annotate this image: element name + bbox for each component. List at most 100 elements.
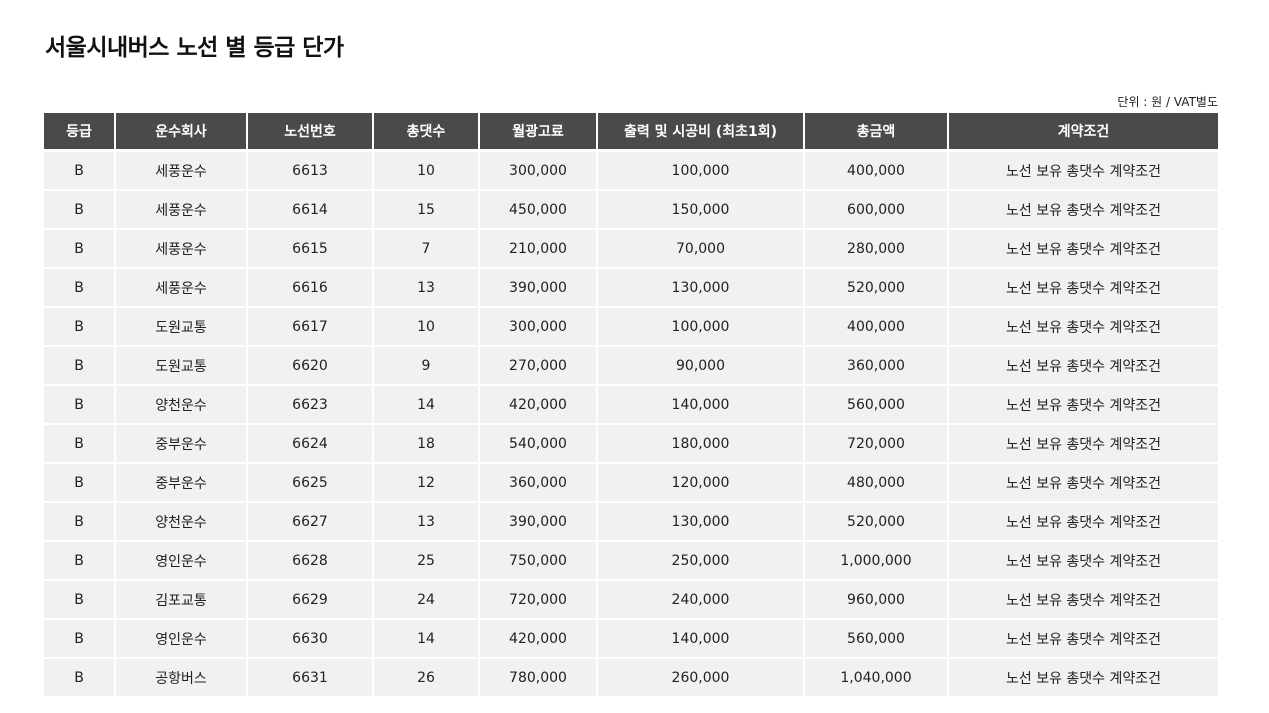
col-route-number-cell: 6630 — [248, 620, 374, 659]
col-grade-cell: B — [44, 308, 116, 347]
table-row: B 중부운수 6624 18 540,000 180,000 720,000 노선 보유 총댓… — [44, 425, 1218, 464]
col-route-number-cell: 6624 — [248, 425, 374, 464]
col-grade-cell: B — [44, 386, 116, 425]
col-route-number-cell: 6625 — [248, 464, 374, 503]
col-monthly-fee-cell: 300,000 — [480, 152, 598, 191]
col-contract-terms-cell: 노선 보유 총댓수 계약조건 — [949, 659, 1218, 698]
col-bus-count-cell: 9 — [374, 347, 480, 386]
col-bus-count-cell: 14 — [374, 620, 480, 659]
col-monthly-fee-cell: 390,000 — [480, 503, 598, 542]
col-contract-terms-cell: 노선 보유 총댓수 계약조건 — [949, 581, 1218, 620]
col-grade-cell: B — [44, 191, 116, 230]
col-bus-count-header: 총댓수 — [374, 113, 480, 152]
col-contract-terms-cell: 노선 보유 총댓수 계약조건 — [949, 191, 1218, 230]
col-bus-count-cell: 13 — [374, 503, 480, 542]
col-grade-cell: B — [44, 464, 116, 503]
col-company-cell: 중부운수 — [116, 425, 248, 464]
col-route-number-cell: 6616 — [248, 269, 374, 308]
col-grade-cell: B — [44, 581, 116, 620]
col-print-install-fee-header: 출력 및 시공비 (최초1회) — [598, 113, 805, 152]
col-print-install-fee-cell: 100,000 — [598, 308, 805, 347]
col-total-amount-cell: 280,000 — [805, 230, 949, 269]
col-contract-terms-cell: 노선 보유 총댓수 계약조건 — [949, 230, 1218, 269]
col-grade-header: 등급 — [44, 113, 116, 152]
page-title: 서울시내버스 노선 별 등급 단가 — [45, 35, 344, 61]
col-contract-terms-cell: 노선 보유 총댓수 계약조건 — [949, 620, 1218, 659]
col-total-amount-cell: 560,000 — [805, 386, 949, 425]
col-route-number-cell: 6631 — [248, 659, 374, 698]
col-total-amount-cell: 520,000 — [805, 503, 949, 542]
col-company-cell: 양천운수 — [116, 386, 248, 425]
col-print-install-fee-cell: 140,000 — [598, 620, 805, 659]
col-route-number-cell: 6615 — [248, 230, 374, 269]
col-company-cell: 김포교통 — [116, 581, 248, 620]
col-contract-terms-cell: 노선 보유 총댓수 계약조건 — [949, 503, 1218, 542]
col-bus-count-cell: 10 — [374, 308, 480, 347]
col-company-cell: 양천운수 — [116, 503, 248, 542]
col-total-amount-cell: 960,000 — [805, 581, 949, 620]
col-monthly-fee-cell: 390,000 — [480, 269, 598, 308]
col-bus-count-cell: 13 — [374, 269, 480, 308]
table-row: B 중부운수 6625 12 360,000 120,000 480,000 노선 보유 총댓… — [44, 464, 1218, 503]
col-company-cell: 세풍운수 — [116, 152, 248, 191]
table-header: 등급 운수회사 노선번호 총댓수 월광고료 출력 및 시공비 (최초1회) 총금액 계약조건 — [44, 113, 1218, 152]
col-monthly-fee-cell: 270,000 — [480, 347, 598, 386]
col-bus-count-cell: 14 — [374, 386, 480, 425]
col-route-number-cell: 6620 — [248, 347, 374, 386]
col-total-amount-cell: 560,000 — [805, 620, 949, 659]
col-company-header: 운수회사 — [116, 113, 248, 152]
col-total-amount-cell: 400,000 — [805, 308, 949, 347]
table-row: B 영인운수 6630 14 420,000 140,000 560,000 노선 보유 총댓… — [44, 620, 1218, 659]
col-bus-count-cell: 26 — [374, 659, 480, 698]
col-print-install-fee-cell: 130,000 — [598, 269, 805, 308]
col-print-install-fee-cell: 240,000 — [598, 581, 805, 620]
col-company-cell: 공항버스 — [116, 659, 248, 698]
col-company-cell: 세풍운수 — [116, 230, 248, 269]
col-contract-terms-cell: 노선 보유 총댓수 계약조건 — [949, 464, 1218, 503]
col-monthly-fee-cell: 210,000 — [480, 230, 598, 269]
col-monthly-fee-header: 월광고료 — [480, 113, 598, 152]
header-row: 등급 운수회사 노선번호 총댓수 월광고료 출력 및 시공비 (최초1회) 총금액 계약조건 — [44, 113, 1218, 152]
col-bus-count-cell: 18 — [374, 425, 480, 464]
col-company-cell: 세풍운수 — [116, 269, 248, 308]
col-route-number-cell: 6617 — [248, 308, 374, 347]
col-contract-terms-cell: 노선 보유 총댓수 계약조건 — [949, 425, 1218, 464]
col-total-amount-cell: 1,000,000 — [805, 542, 949, 581]
col-contract-terms-cell: 노선 보유 총댓수 계약조건 — [949, 152, 1218, 191]
col-grade-cell: B — [44, 425, 116, 464]
table-row: B 세풍운수 6613 10 300,000 100,000 400,000 노선 보유 총댓… — [44, 152, 1218, 191]
col-print-install-fee-cell: 260,000 — [598, 659, 805, 698]
col-bus-count-cell: 7 — [374, 230, 480, 269]
col-grade-cell: B — [44, 347, 116, 386]
col-company-cell: 영인운수 — [116, 542, 248, 581]
table-row: B 세풍운수 6616 13 390,000 130,000 520,000 노선 보유 총댓… — [44, 269, 1218, 308]
col-grade-cell: B — [44, 503, 116, 542]
col-grade-cell: B — [44, 542, 116, 581]
col-print-install-fee-cell: 70,000 — [598, 230, 805, 269]
col-bus-count-cell: 25 — [374, 542, 480, 581]
col-route-number-cell: 6628 — [248, 542, 374, 581]
col-grade-cell: B — [44, 269, 116, 308]
col-print-install-fee-cell: 120,000 — [598, 464, 805, 503]
col-monthly-fee-cell: 750,000 — [480, 542, 598, 581]
col-contract-terms-cell: 노선 보유 총댓수 계약조건 — [949, 386, 1218, 425]
col-monthly-fee-cell: 420,000 — [480, 386, 598, 425]
unit-note: 단위 : 원 / VAT별도 — [1117, 95, 1218, 109]
col-route-number-header: 노선번호 — [248, 113, 374, 152]
col-contract-terms-header: 계약조건 — [949, 113, 1218, 152]
col-grade-cell: B — [44, 152, 116, 191]
col-monthly-fee-cell: 300,000 — [480, 308, 598, 347]
col-monthly-fee-cell: 360,000 — [480, 464, 598, 503]
table-body: B 세풍운수 6613 10 300,000 100,000 400,000 노선 보유 총댓… — [44, 152, 1218, 698]
col-route-number-cell: 6613 — [248, 152, 374, 191]
table-row: B 세풍운수 6615 7 210,000 70,000 280,000 노선 보유 총댓수 … — [44, 230, 1218, 269]
col-contract-terms-cell: 노선 보유 총댓수 계약조건 — [949, 542, 1218, 581]
col-route-number-cell: 6629 — [248, 581, 374, 620]
col-monthly-fee-cell: 450,000 — [480, 191, 598, 230]
col-monthly-fee-cell: 540,000 — [480, 425, 598, 464]
col-total-amount-cell: 720,000 — [805, 425, 949, 464]
table-row: B 양천운수 6623 14 420,000 140,000 560,000 노선 보유 총댓… — [44, 386, 1218, 425]
table-row: B 영인운수 6628 25 750,000 250,000 1,000,000 노선 보유 … — [44, 542, 1218, 581]
col-total-amount-cell: 600,000 — [805, 191, 949, 230]
col-company-cell: 중부운수 — [116, 464, 248, 503]
